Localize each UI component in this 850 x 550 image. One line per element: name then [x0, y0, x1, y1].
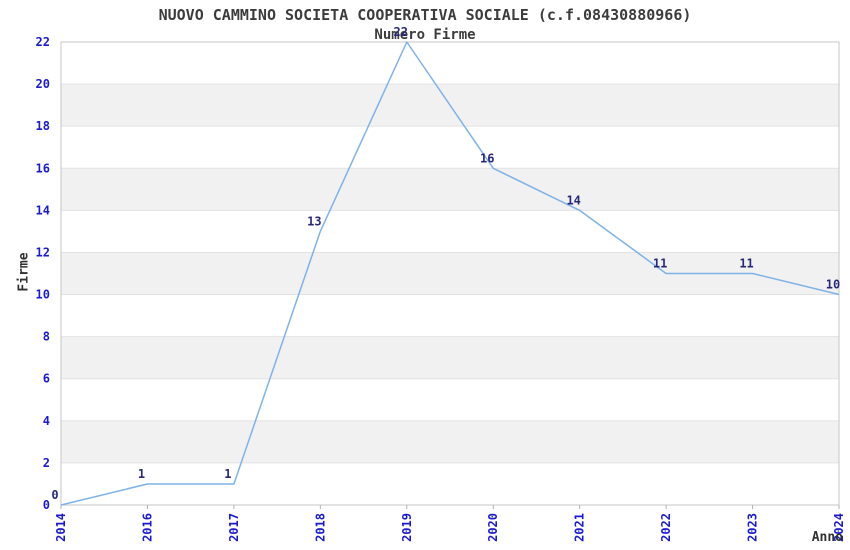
- svg-text:13: 13: [307, 214, 321, 228]
- svg-text:20: 20: [36, 77, 50, 91]
- svg-text:18: 18: [36, 119, 50, 133]
- svg-text:11: 11: [739, 257, 753, 271]
- svg-text:0: 0: [51, 488, 58, 502]
- svg-text:2018: 2018: [313, 513, 327, 542]
- svg-text:2014: 2014: [54, 513, 68, 542]
- svg-text:14: 14: [566, 193, 580, 207]
- svg-text:1: 1: [138, 467, 145, 481]
- svg-text:2024: 2024: [832, 513, 846, 542]
- svg-text:0: 0: [43, 498, 50, 512]
- svg-text:1: 1: [224, 467, 231, 481]
- x-tick-labels: 2014 2016 2017 2018 2019 2020 2021 2022 2023 2024: [54, 513, 846, 542]
- svg-text:10: 10: [826, 278, 840, 292]
- svg-text:2020: 2020: [486, 513, 500, 542]
- svg-text:2016: 2016: [140, 513, 154, 542]
- svg-text:10: 10: [36, 288, 50, 302]
- svg-text:12: 12: [36, 245, 50, 259]
- x-axis-label: Anno: [811, 530, 843, 545]
- y-tick-labels: 0 2 4 6 8 10 12 14 16 18 20 22: [36, 35, 50, 512]
- svg-text:14: 14: [36, 203, 50, 217]
- series-line: [60, 41, 840, 506]
- svg-text:16: 16: [480, 151, 494, 165]
- svg-text:22: 22: [394, 25, 408, 39]
- svg-text:11: 11: [653, 257, 667, 271]
- svg-text:2023: 2023: [746, 513, 760, 542]
- chart-subtitle: Numero Firme: [374, 27, 476, 43]
- svg-text:4: 4: [43, 414, 50, 428]
- svg-text:6: 6: [43, 372, 50, 386]
- plot-bands: [61, 84, 839, 463]
- svg-text:8: 8: [43, 330, 50, 344]
- svg-text:2017: 2017: [227, 513, 241, 542]
- x-axis-ticks: [60, 505, 840, 509]
- svg-text:2: 2: [43, 456, 50, 470]
- svg-text:16: 16: [36, 161, 50, 175]
- chart-title: NUOVO CAMMINO SOCIETA COOPERATIVA SOCIAL…: [158, 6, 692, 24]
- svg-text:2021: 2021: [573, 513, 587, 542]
- grid-lines: [61, 83, 839, 464]
- plot-border: [60, 41, 840, 506]
- svg-text:22: 22: [36, 35, 50, 49]
- svg-text:2022: 2022: [659, 513, 673, 542]
- svg-text:2019: 2019: [400, 513, 414, 542]
